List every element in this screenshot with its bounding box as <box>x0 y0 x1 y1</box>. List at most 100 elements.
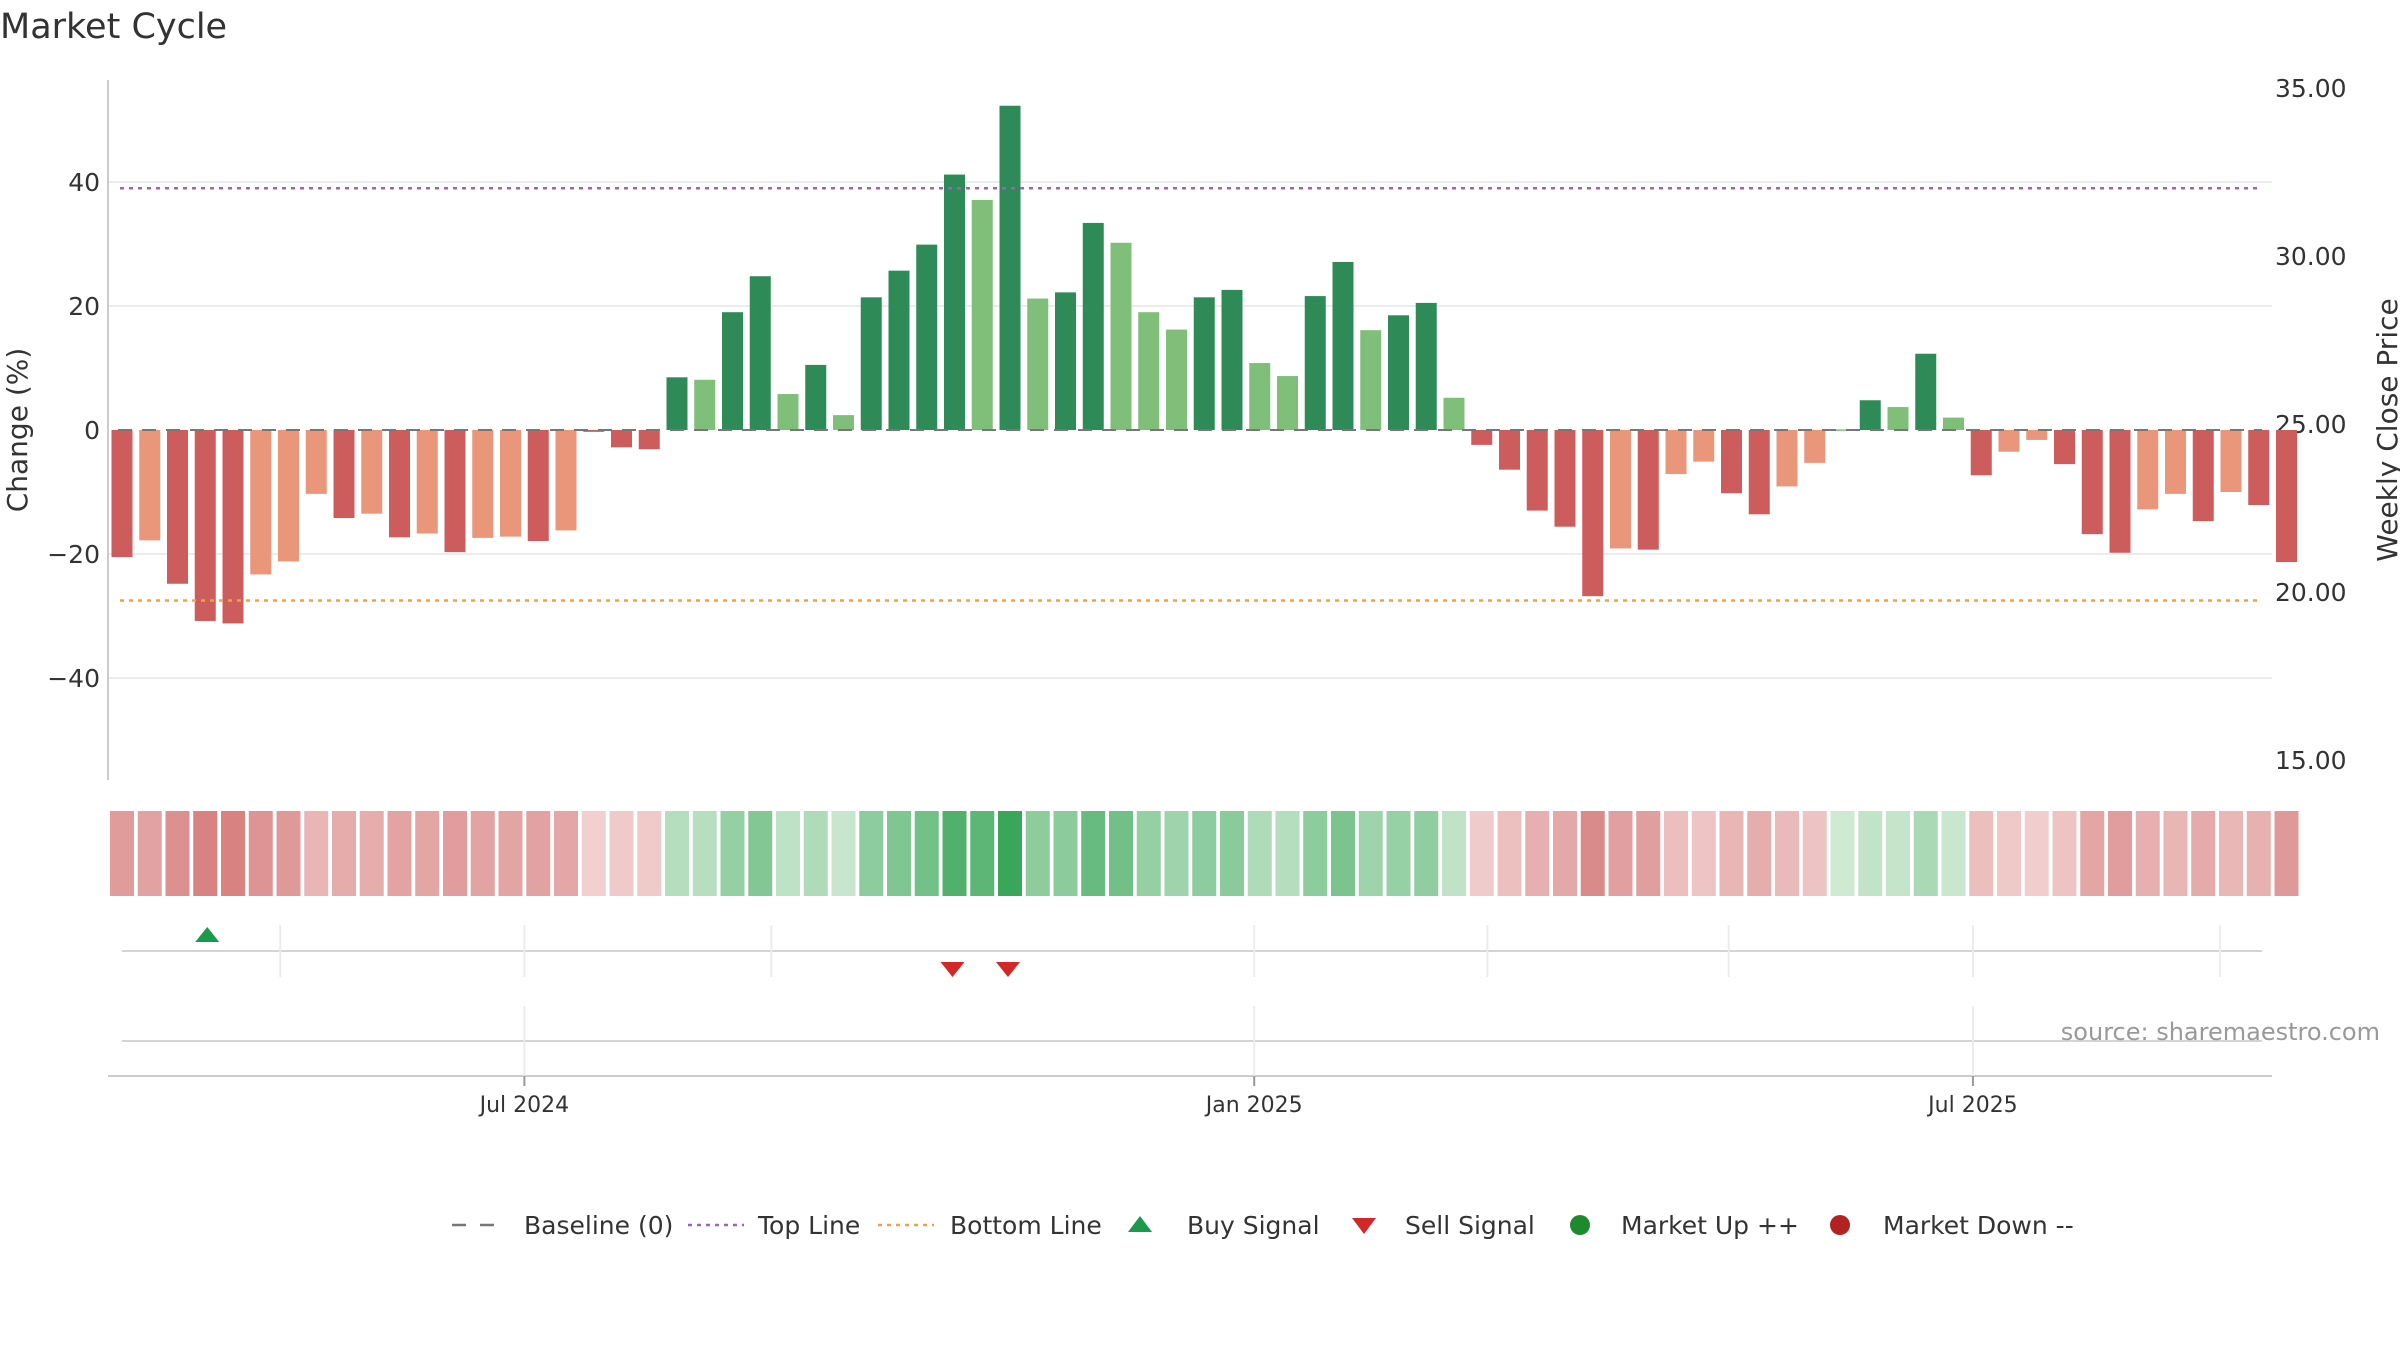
bar <box>2165 430 2186 494</box>
bar <box>416 430 438 534</box>
heat-cell <box>1636 811 1661 896</box>
bar <box>444 430 466 553</box>
bars <box>111 105 2297 624</box>
heat-cell <box>1109 811 1133 896</box>
bar <box>1970 430 1992 476</box>
heat-cell <box>2191 811 2216 896</box>
heat-cell <box>859 811 884 896</box>
heat-cell <box>1858 811 1883 896</box>
x-axis: Jul 2024 Jan 2025 Jul 2025 <box>108 1006 2272 1118</box>
heat-cell <box>1886 811 1910 896</box>
heat-cell <box>2246 811 2271 896</box>
heat-cell <box>1220 811 1244 896</box>
y2-tick-label: 30.00 <box>2275 242 2347 271</box>
bar <box>1526 430 1548 511</box>
bar <box>555 430 577 531</box>
heat-cell <box>1469 811 1494 896</box>
x-tick-label: Jan 2025 <box>1204 1093 1303 1118</box>
bar <box>944 174 965 430</box>
heat-cell <box>1442 811 1466 896</box>
heat-cell <box>942 811 967 896</box>
heat-cell <box>1691 811 1716 896</box>
bar <box>305 430 327 494</box>
bar <box>361 430 383 514</box>
bar <box>1943 417 1964 430</box>
bar <box>1832 429 1853 431</box>
heat-cell <box>2080 811 2105 896</box>
bar <box>1776 430 1798 487</box>
legend: Baseline (0) Top Line Bottom Line Buy Signa… <box>452 1211 2074 1240</box>
heat-cell <box>1719 811 1744 896</box>
heat-cell <box>1303 811 1328 896</box>
bar <box>1443 397 1465 430</box>
bar <box>222 430 244 624</box>
legend-label: Top Line <box>757 1211 860 1240</box>
heat-cell <box>1608 811 1633 896</box>
gridlines <box>108 181 2272 679</box>
heat-cell <box>637 811 662 896</box>
bar <box>1221 289 1243 430</box>
heat-cell <box>387 811 412 896</box>
bar <box>2248 430 2270 506</box>
bar <box>1110 242 1132 430</box>
bar <box>1693 430 1715 462</box>
heat-cell <box>1913 811 1938 896</box>
bar <box>1277 376 1298 430</box>
heat-cell <box>803 811 828 896</box>
bar <box>1027 298 1049 430</box>
heat-cell <box>304 811 329 896</box>
heat-cell <box>1025 811 1050 896</box>
heat-cell <box>2135 811 2160 896</box>
heat-cell <box>554 811 578 896</box>
sell-signal-marker <box>996 962 1020 977</box>
bar <box>1166 329 1187 430</box>
bar <box>1055 292 1076 430</box>
heat-strip <box>110 811 2299 896</box>
bar <box>916 244 938 430</box>
bar <box>1388 315 1409 430</box>
heat-cell <box>665 811 689 896</box>
bar <box>860 297 882 430</box>
bar <box>250 430 272 575</box>
y2-tick-label: 20.00 <box>2275 578 2347 607</box>
bar <box>2026 430 2048 440</box>
heat-cell <box>720 811 745 896</box>
heat-cell <box>887 811 911 896</box>
bar <box>1610 430 1631 549</box>
bar <box>999 105 1021 431</box>
y-axis-label: Change (%) <box>1 348 34 513</box>
heat-cell <box>1664 811 1688 896</box>
sell-signal-marker <box>940 962 965 977</box>
bar <box>722 312 743 430</box>
bar <box>777 394 799 430</box>
heat-cell <box>1275 811 1300 896</box>
heat-cell <box>1830 811 1855 896</box>
heat-cell <box>1414 811 1439 896</box>
heat-cell <box>221 811 245 896</box>
heat-cell <box>332 811 356 896</box>
legend-label: Market Down -- <box>1883 1211 2074 1240</box>
heat-cell <box>2108 811 2132 896</box>
reference-lines <box>118 186 2262 602</box>
y-tick-label: −40 <box>47 664 100 693</box>
bar <box>638 430 660 450</box>
bar <box>111 430 133 558</box>
legend-swatch-up <box>1570 1215 1590 1235</box>
bar <box>749 276 771 430</box>
bar <box>1998 430 2020 452</box>
legend-label: Sell Signal <box>1405 1211 1535 1240</box>
heat-cell <box>1247 811 1272 896</box>
bar <box>583 430 605 432</box>
heat-cell <box>776 811 800 896</box>
heat-cell <box>415 811 440 896</box>
bar <box>389 430 410 538</box>
bar <box>694 379 716 430</box>
x-tick-label: Jul 2025 <box>1926 1093 2018 1118</box>
y-tick-label: 40 <box>68 168 100 197</box>
bar <box>666 377 688 430</box>
source-credit: source: sharemaestro.com <box>2061 1018 2380 1046</box>
bar <box>2192 430 2214 522</box>
bar <box>1360 330 1382 430</box>
heat-cell <box>1969 811 1994 896</box>
